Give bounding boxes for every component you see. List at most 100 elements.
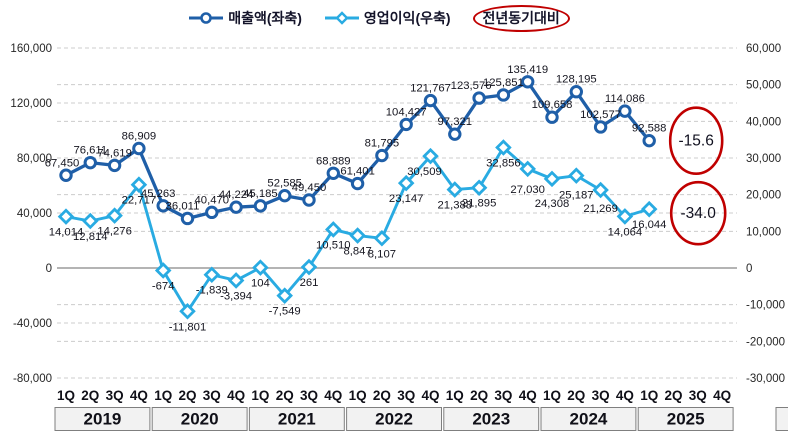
data-label: 61,401 — [340, 166, 375, 178]
right-axis-labels: 60,000 50,000 40,000 30,000 20,000 10,000 0 -10… — [746, 43, 785, 385]
profit-marker — [592, 181, 609, 199]
year-box-fragment — [775, 407, 788, 431]
data-label: 81,795 — [365, 138, 400, 150]
data-label: 21,269 — [583, 203, 618, 215]
left-axis-tick-label: -80,000 — [13, 373, 52, 385]
data-label: 92,588 — [632, 123, 667, 135]
quarter-tick-label: 2Q — [276, 388, 294, 403]
year-label: 2023 — [472, 410, 510, 429]
right-axis-tick-label: 20,000 — [746, 190, 781, 202]
profit-marker — [640, 200, 658, 218]
data-label: 40,470 — [195, 194, 230, 206]
profit-marker — [203, 266, 221, 284]
quarter-tick-label: 2Q — [178, 388, 196, 403]
data-label: 36,011 — [166, 200, 200, 212]
data-label: 76,611 — [73, 145, 107, 157]
profit-marker — [82, 212, 99, 230]
data-label: 21,895 — [462, 198, 497, 210]
profit-marker — [154, 262, 172, 279]
quarter-tick-label: 1Q — [57, 388, 75, 403]
right-axis-tick-label: 30,000 — [746, 153, 781, 165]
profit-marker — [130, 176, 148, 193]
quarter-tick-label: 1Q — [154, 388, 172, 403]
data-label: 125,851 — [483, 77, 524, 89]
right-axis-tick-label: 50,000 — [746, 80, 781, 92]
data-label: 52,585 — [267, 178, 302, 190]
yoy-value: -15.6 — [679, 133, 714, 150]
data-label: 22,717 — [122, 195, 157, 207]
revenue-marker — [278, 188, 292, 203]
profit-marker — [470, 179, 488, 196]
annotation-profit-yoy: -34.0 — [669, 180, 727, 246]
year-box — [54, 407, 151, 431]
revenue-marker — [472, 91, 486, 105]
quarter-tick-label: 4Q — [130, 388, 148, 403]
quarter-tick-label: 4Q — [616, 388, 634, 403]
quarter-tick-label: 1Q — [640, 388, 658, 403]
left-axis-tick-label: 80,000 — [17, 153, 52, 165]
revenue-marker — [423, 93, 438, 108]
revenue-marker — [399, 117, 413, 132]
quarter-tick-label: 3Q — [592, 388, 610, 403]
data-label: 128,195 — [556, 74, 597, 86]
annotation-revenue-yoy: -15.6 — [668, 106, 724, 175]
profit-marker — [300, 258, 318, 276]
revenue-marker — [83, 155, 98, 170]
data-label: 8,107 — [368, 248, 396, 260]
year-label: 2022 — [375, 410, 413, 429]
year-label: 2019 — [84, 410, 122, 429]
yoy-badge: 전년동기대비 — [472, 4, 570, 32]
yoy-circle-icon — [668, 106, 724, 175]
profit-marker — [616, 208, 634, 225]
revenue-marker — [205, 205, 219, 220]
quarter-tick-label: 1Q — [446, 388, 464, 403]
revenue-marker — [132, 141, 146, 156]
profit-marker — [276, 287, 293, 304]
year-box — [443, 407, 540, 431]
revenue-marker — [229, 200, 243, 214]
profit-marker — [495, 139, 512, 156]
profit-line-marker-icon — [324, 11, 360, 25]
data-label: 16,044 — [632, 219, 667, 231]
data-label: -11,801 — [169, 321, 206, 333]
quarter-tick-label: 4Q — [324, 388, 342, 403]
data-label: 68,889 — [316, 155, 351, 167]
profit-legend-label: 영업이익(우축) — [363, 10, 451, 26]
left-axis-labels: 160,000 120,000 80,000 40,000 0 -40,000 -80,00… — [10, 43, 52, 385]
revenue-marker — [59, 168, 73, 182]
left-axis-tick-label: 40,000 — [17, 208, 52, 220]
quarter-tick-label: 2Q — [373, 388, 391, 403]
quarter-tick-label: 2Q — [470, 388, 488, 403]
data-label: 23,147 — [389, 193, 424, 205]
profit-marker — [349, 227, 366, 244]
revenue-marker — [253, 199, 268, 213]
revenue-marker — [496, 88, 511, 102]
data-label: 49,450 — [292, 182, 327, 194]
profit-marker — [446, 181, 464, 198]
left-axis-tick-label: 0 — [46, 263, 52, 275]
data-label: 14,014 — [49, 227, 84, 239]
year-label: 2025 — [667, 410, 705, 429]
x-axis-quarters: 1Q 2Q 3Q 4Q 1Q 2Q 3Q 4Q 1Q 2Q 3Q 4Q 1Q 2Q 3Q 4Q 1Q 2Q 3Q 4Q… — [57, 388, 731, 403]
right-axis-tick-label: -10,000 — [746, 300, 785, 312]
data-label: 12,814 — [73, 231, 108, 243]
yoy-value: -34.0 — [681, 205, 717, 222]
left-axis-tick-label: 160,000 — [10, 43, 52, 55]
data-label: 10,510 — [316, 239, 351, 251]
year-box — [540, 407, 637, 431]
profit-marker — [325, 221, 342, 238]
quarter-tick-label: 4Q — [227, 388, 245, 403]
right-axis-tick-label: 40,000 — [746, 116, 781, 128]
revenue-marker — [521, 75, 535, 89]
quarter-tick-label: 3Q — [494, 388, 512, 403]
revenue-marker — [302, 193, 316, 207]
quarter-tick-label: 3Q — [397, 388, 415, 403]
quarter-tick-label: 2Q — [81, 388, 99, 403]
year-label: 2024 — [570, 410, 608, 429]
data-label: 14,276 — [97, 226, 132, 238]
data-label: -3,394 — [220, 290, 252, 302]
data-label: 67,450 — [45, 157, 80, 169]
